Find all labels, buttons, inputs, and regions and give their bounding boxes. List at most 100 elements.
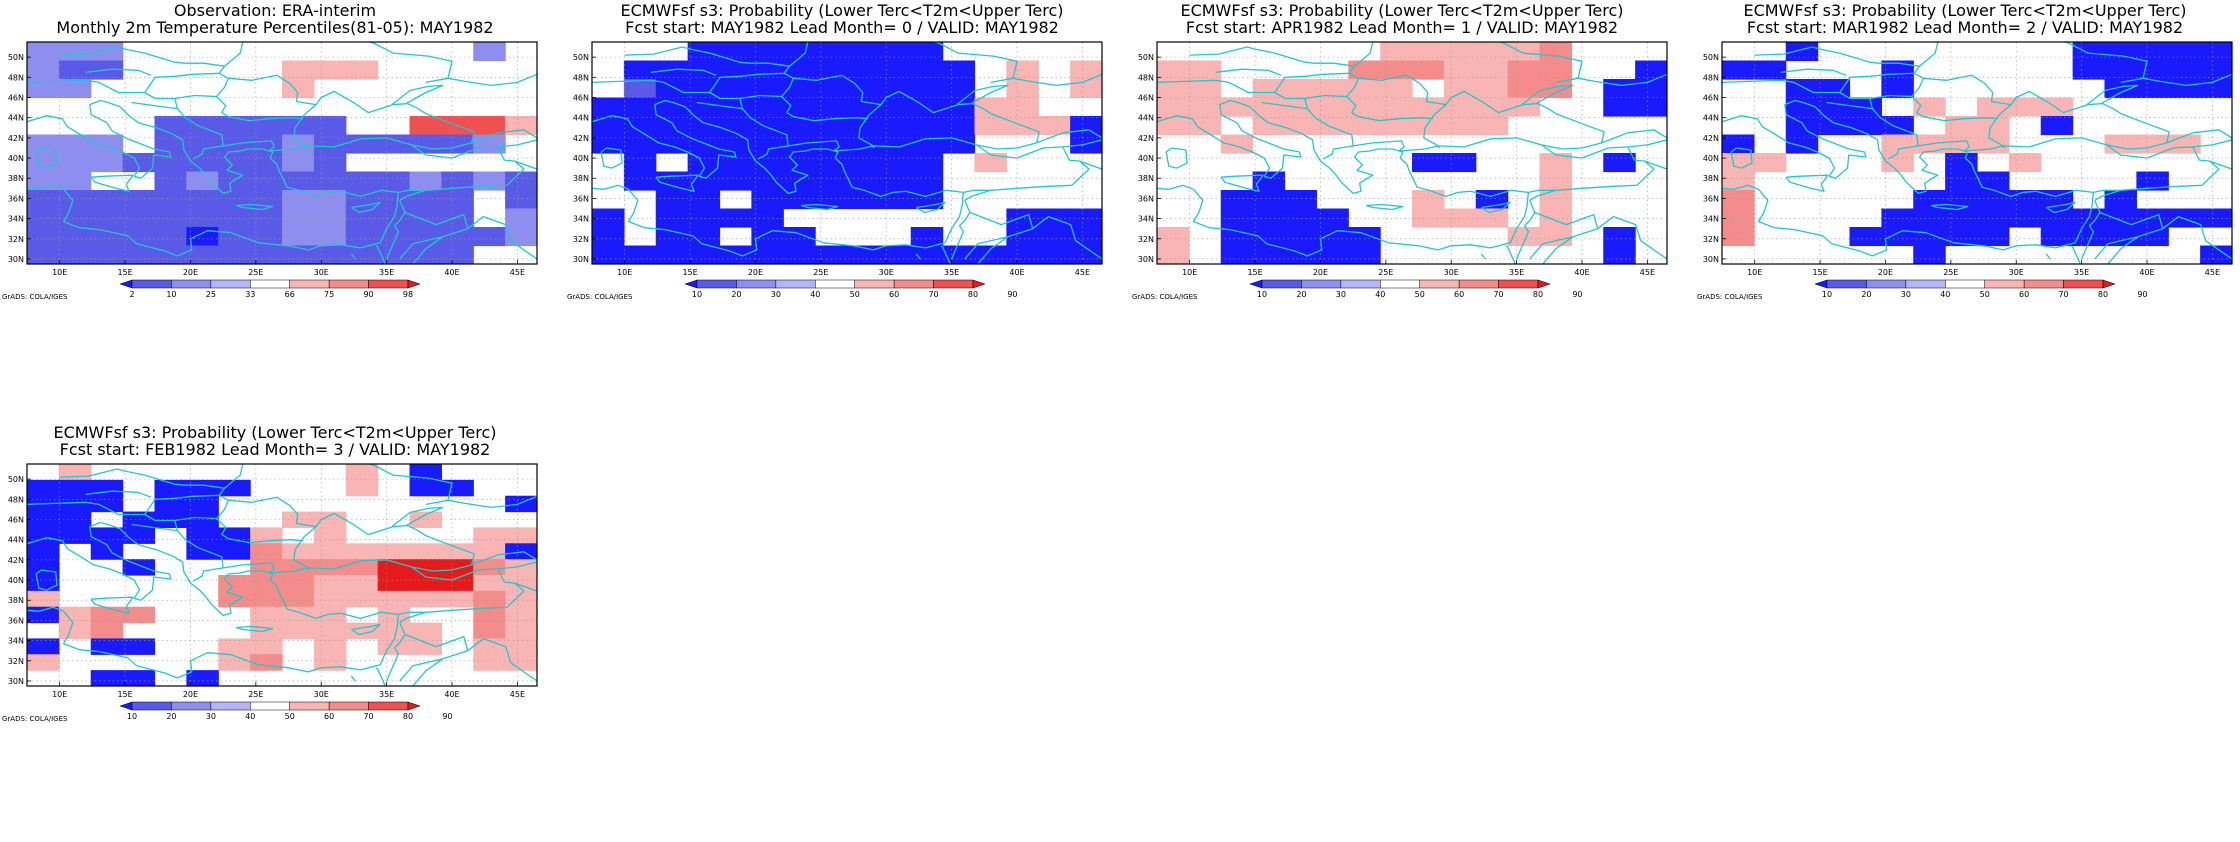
colorbar-label: 70	[363, 712, 373, 721]
colorbar: 10 20 30 40 50 60 70 80 90	[1249, 279, 1583, 299]
grid-cell	[90, 606, 124, 624]
grid-cell	[473, 134, 506, 154]
coastlines	[592, 42, 1102, 264]
grid-cell	[1157, 227, 1190, 247]
grid-cell	[282, 543, 315, 560]
grid-cell	[1945, 171, 1978, 191]
grid-cell	[250, 654, 283, 671]
grid-cell	[186, 208, 219, 228]
grid-cell	[1881, 79, 1914, 99]
grid-cell	[473, 559, 506, 576]
grid-cell	[847, 171, 880, 191]
colorbar-label: 60	[2019, 290, 2029, 299]
lat-tick-label: 30N	[8, 255, 24, 264]
grid-cell	[655, 116, 689, 136]
grid-cell	[1881, 134, 1914, 154]
colorbar-label: 10	[127, 712, 137, 721]
grid-cell	[623, 97, 657, 117]
grid-cell	[218, 543, 251, 560]
colorbar-swatch	[131, 701, 172, 711]
grid-cell	[2072, 60, 2106, 80]
grid-cell	[1722, 208, 1755, 228]
grid-cell	[1977, 97, 2010, 117]
colorbar-swatch	[1261, 279, 1302, 289]
grid-cell	[473, 543, 506, 560]
grid-cell	[1977, 171, 2010, 191]
grid-cell	[687, 134, 721, 154]
grid-cell	[1849, 97, 1882, 117]
grid-cell	[878, 153, 912, 173]
colorbar-label: 90	[363, 290, 373, 299]
colorbar-swatch	[171, 701, 212, 711]
grid-cell	[1722, 190, 1755, 210]
grid-cell	[218, 590, 251, 608]
grid-cell	[377, 190, 411, 210]
probability-grid	[1722, 42, 2232, 264]
grid-cell	[377, 559, 411, 576]
grid-cell	[2008, 153, 2042, 173]
lat-tick-label: 48N	[1138, 73, 1154, 82]
colorbar-label: 40	[810, 290, 820, 299]
grid-cell	[815, 79, 848, 99]
grid-cell	[2008, 97, 2042, 117]
grid-cell	[1412, 190, 1445, 210]
grid-cell	[910, 79, 944, 99]
grid-cell	[1945, 116, 1978, 136]
lon-tick-label: 10E	[617, 268, 632, 277]
grid-cell	[218, 153, 251, 173]
colorbar-swatch	[1340, 279, 1381, 289]
title-line-2: Fcst start: MAR1982 Lead Month= 2 / VALI…	[1746, 18, 2184, 37]
grid-cell	[1412, 116, 1445, 136]
grid-cell	[2168, 42, 2201, 62]
colorbar-label: 60	[1454, 290, 1464, 299]
grid-cell	[1635, 60, 1667, 80]
lat-tick-label: 32N	[8, 235, 24, 244]
grid-cell	[2200, 79, 2232, 99]
grid-cell	[815, 42, 848, 62]
grid-cell	[1157, 79, 1190, 99]
grid-cell	[186, 245, 219, 264]
grid-cell	[719, 79, 752, 99]
grid-cell	[655, 79, 689, 99]
grid-cell	[58, 511, 92, 529]
grid-cell	[313, 116, 347, 136]
grid-cell	[1475, 42, 1509, 62]
grid-cell	[1006, 245, 1039, 264]
lon-tick-label: 10E	[52, 690, 67, 699]
lon-tick-label: 45E	[510, 268, 525, 277]
colorbar-label: 75	[324, 290, 334, 299]
grid-cell	[1157, 97, 1190, 117]
grid-cell	[1348, 97, 1381, 117]
grid-cell	[1038, 208, 1071, 228]
grid-cell	[1157, 245, 1190, 264]
grid-cell	[910, 116, 944, 136]
lat-tick-label: 46N	[8, 516, 24, 525]
grid-cell	[1849, 116, 1882, 136]
grid-cell	[154, 190, 187, 210]
grid-cell	[1977, 190, 2010, 210]
grid-cell	[282, 622, 315, 640]
grid-cell	[90, 153, 124, 173]
grid-cell	[655, 190, 689, 210]
title-line-2: Fcst start: APR1982 Lead Month= 1 / VALI…	[1185, 18, 1619, 37]
grid-cell	[1722, 134, 1755, 154]
grid-cell	[250, 590, 283, 608]
colorbar-label: 80	[1533, 290, 1543, 299]
grads-credit: GrADS: COLA/IGES	[1697, 293, 1763, 301]
grid-cell	[942, 79, 976, 99]
lon-tick-label: 20E	[183, 690, 198, 699]
grid-cell	[90, 190, 124, 210]
lon-tick-label: 35E	[944, 268, 959, 277]
lon-tick-label: 40E	[444, 690, 459, 699]
lat-tick-label: 44N	[1138, 114, 1154, 123]
colorbar-label: 60	[324, 712, 334, 721]
lat-tick-label: 32N	[1138, 235, 1154, 244]
coastlines	[1157, 42, 1667, 264]
colorbar-swatch	[289, 279, 330, 289]
grid-cell	[313, 60, 347, 80]
grid-cell	[250, 559, 283, 576]
grid-cell	[473, 171, 506, 191]
grid-cell	[122, 208, 156, 228]
grid-cell	[505, 208, 537, 228]
grid-cell	[313, 171, 347, 191]
